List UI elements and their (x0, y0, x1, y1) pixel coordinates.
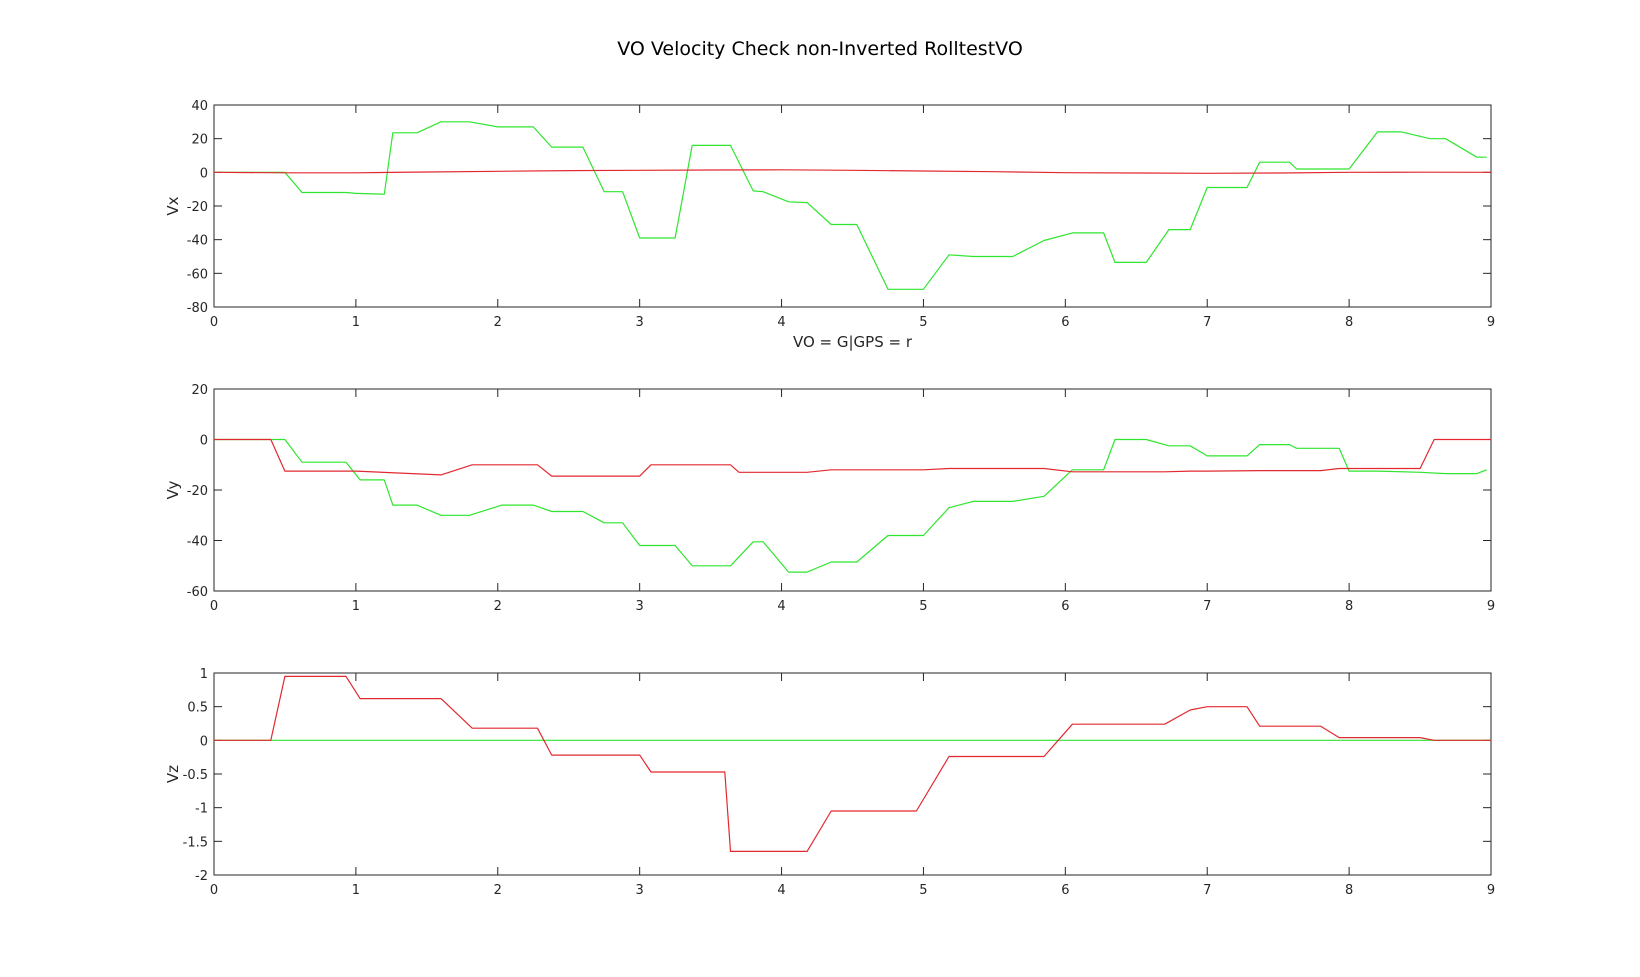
vx-plot-series-vo (214, 121, 1487, 290)
vz-plot-y-tick-label: 0.5 (187, 701, 208, 716)
vx-plot-x-tick-label: 6 (1061, 315, 1069, 330)
vx-plot-x-tick-label: 7 (1203, 315, 1211, 330)
vz-plot: 0 1 2 3 4 5 6 7 8 9 1 0.5 0 -0.5 -1 -1.5 -2 Vz (164, 667, 1495, 898)
vy-plot-x-tick-label: 2 (494, 599, 502, 614)
vx-plot-x-tick-label: 5 (919, 315, 927, 330)
vz-plot-axes-box (213, 672, 1492, 876)
vy-plot-x-tick-label: 9 (1487, 599, 1495, 614)
vx-plot-y-tick-label: -20 (187, 200, 208, 215)
vz-plot-x-tick-label: 7 (1203, 883, 1211, 898)
vz-plot-x-tick-label: 9 (1487, 883, 1495, 898)
vx-plot-y-tick-label: 20 (191, 133, 208, 148)
vx-plot-x-tick-label: 1 (352, 315, 360, 330)
vy-plot-axes-box (213, 388, 1492, 592)
vz-plot-y-tick-label: 1 (200, 667, 208, 682)
vx-plot-y-tick-label: 0 (200, 166, 208, 181)
vz-plot-ylabel: Vz (164, 765, 182, 783)
vy-plot-y-tick-label: 20 (191, 383, 208, 398)
vy-plot-series-vo (214, 438, 1487, 573)
vx-plot-axes-box (213, 104, 1492, 308)
vx-plot-x-tick-label: 0 (210, 315, 218, 330)
vy-plot-x-tick-label: 6 (1061, 599, 1069, 614)
figure-title: VO Velocity Check non-Inverted RolltestV… (617, 38, 1023, 60)
vy-plot-x-tick-label: 4 (777, 599, 785, 614)
vx-plot-ylabel: Vx (164, 196, 182, 215)
vz-plot-x-tick-label: 5 (919, 883, 927, 898)
vx-plot-x-tick-label: 8 (1345, 315, 1353, 330)
vy-plot-x-tick-label: 8 (1345, 599, 1353, 614)
vx-plot-x-tick-label: 4 (777, 315, 785, 330)
vx-plot-series-gps (213, 169, 1492, 174)
vy-plot-y-tick-label: -60 (187, 585, 208, 600)
vy-plot-y-tick-label: -20 (187, 484, 208, 499)
vz-plot-x-tick-label: 1 (352, 883, 360, 898)
vz-plot-x-tick-label: 2 (494, 883, 502, 898)
vy-plot-x-tick-label: 3 (636, 599, 644, 614)
vz-plot-x-tick-label: 6 (1061, 883, 1069, 898)
vx-plot-x-tick-label: 2 (494, 315, 502, 330)
vz-plot-series-gps (214, 675, 1491, 853)
vy-plot-x-tick-label: 5 (919, 599, 927, 614)
vz-plot-x-tick-label: 8 (1345, 883, 1353, 898)
vy-plot-series-gps (214, 438, 1491, 477)
vz-plot-y-tick-label: -2 (195, 869, 208, 884)
vy-plot: 0 1 2 3 4 5 6 7 8 9 20 0 -20 -40 -60 Vy (164, 383, 1495, 614)
vz-plot-x-tick-label: 4 (777, 883, 785, 898)
vy-plot-y-tick-label: -40 (187, 535, 208, 550)
vx-plot-y-tick-label: -40 (187, 234, 208, 249)
vy-plot-y-tick-label: 0 (200, 434, 208, 449)
vz-plot-x-tick-label: 0 (210, 883, 218, 898)
vy-plot-x-tick-label: 7 (1203, 599, 1211, 614)
vy-plot-x-tick-label: 0 (210, 599, 218, 614)
vy-plot-ylabel: Vy (164, 481, 182, 500)
vz-plot-y-tick-label: 0 (200, 734, 208, 749)
vz-plot-y-tick-label: -0.5 (183, 768, 208, 783)
vz-plot-y-tick-label: -1.5 (183, 835, 208, 850)
vx-plot-xlabel: VO = G|GPS = r (793, 333, 913, 351)
vz-plot-x-tick-label: 3 (636, 883, 644, 898)
vx-plot-y-tick-label: 40 (191, 99, 208, 114)
vx-plot: 0 1 2 3 4 5 6 7 8 9 40 20 0 -20 -40 -60 -80 Vx VO = G|GPS … (164, 99, 1495, 351)
vx-plot-x-tick-label: 3 (636, 315, 644, 330)
vz-plot-y-tick-label: -1 (195, 802, 208, 817)
vx-plot-y-tick-label: -80 (187, 301, 208, 316)
vy-plot-x-tick-label: 1 (352, 599, 360, 614)
vx-plot-x-tick-label: 9 (1487, 315, 1495, 330)
vx-plot-y-tick-label: -60 (187, 267, 208, 282)
